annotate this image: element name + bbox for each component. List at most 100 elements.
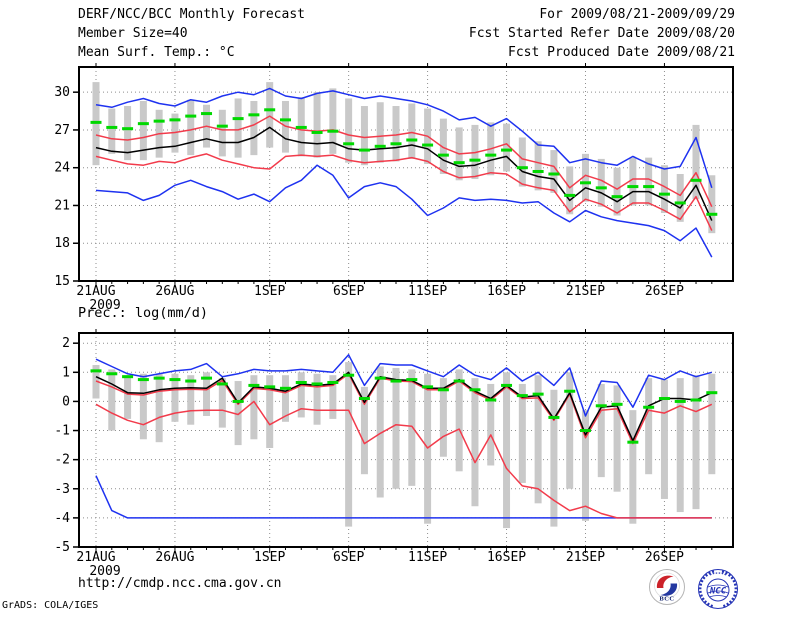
member-spread-bar xyxy=(124,106,132,161)
ensemble-median-dash xyxy=(153,376,165,380)
member-spread-bar xyxy=(234,381,242,446)
x-tick-label: 16SEP xyxy=(487,550,526,565)
x-tick-label: 1SEP xyxy=(254,284,285,299)
ensemble-median-dash xyxy=(311,130,323,134)
ensemble-median-dash xyxy=(185,379,197,383)
ensemble-median-dash xyxy=(201,112,213,116)
member-spread-bar xyxy=(676,174,684,222)
y-tick-label: 27 xyxy=(54,123,70,138)
top-panel-title: Mean Surf. Temp.: °C xyxy=(78,45,235,60)
member-spread-bar xyxy=(518,383,526,483)
x-tick-label: 21SEP xyxy=(566,550,605,565)
member-spread-bar xyxy=(187,99,195,156)
member-spread-bar xyxy=(645,378,653,475)
member-spread-bar xyxy=(534,141,542,191)
member-spread-bar xyxy=(218,378,226,428)
y-tick-label: 21 xyxy=(54,198,70,213)
member-spread-bar xyxy=(692,375,700,510)
ensemble-median-dash xyxy=(485,153,497,157)
bottom-panel-title: Prec.: log(mm/d) xyxy=(78,305,209,321)
upper-spread-line xyxy=(95,373,713,445)
member-spread-bar xyxy=(187,375,195,425)
ncc-wreath-right xyxy=(721,570,737,608)
lower-spread-line xyxy=(95,400,712,519)
ensemble-median-dash xyxy=(406,138,418,142)
ensemble-median-dash xyxy=(264,385,276,389)
x-tick-label: 26SEP xyxy=(645,550,684,565)
bcc-blue-swoosh-icon xyxy=(660,583,678,596)
ensemble-median-dash xyxy=(311,382,323,386)
y-tick-label: -4 xyxy=(54,511,70,526)
ensemble-median-dash xyxy=(327,129,339,133)
ensemble-median-dash xyxy=(122,127,134,131)
ensemble-max-line xyxy=(95,87,713,189)
ensemble-median-dash xyxy=(153,119,165,123)
ensemble-median-dash xyxy=(358,397,370,401)
ensemble-median-dash xyxy=(611,402,623,406)
ensemble-median-dash xyxy=(343,373,355,377)
member-spread-bar xyxy=(250,375,258,440)
ensemble-median-dash xyxy=(627,440,639,444)
x-tick-label: 21SEP xyxy=(566,284,605,299)
y-tick-label: 1 xyxy=(62,365,70,380)
ncc-globe-icon xyxy=(706,578,730,602)
member-spread-bar xyxy=(408,103,416,159)
ncc-logo: NCC xyxy=(698,569,738,609)
member-spread-bar xyxy=(124,375,132,419)
ncc-logo-text: NCC xyxy=(709,587,727,597)
member-spread-bar xyxy=(139,373,147,440)
ensemble-median-dash xyxy=(658,397,670,401)
member-spread-bar xyxy=(408,369,416,486)
member-size-label: Member Size=40 xyxy=(78,26,188,41)
member-spread-bar xyxy=(345,362,353,527)
grads-credit: GrADS: COLA/IGES xyxy=(2,600,99,611)
x-tick-label: 1SEP xyxy=(254,550,285,565)
member-spread-bar xyxy=(266,82,274,148)
refer-date-label: Fcst Started Refer Date 2009/08/20 xyxy=(468,26,735,41)
bcc-red-swoosh-icon xyxy=(656,575,674,588)
y-tick-label: -5 xyxy=(54,540,70,555)
ensemble-median-dash xyxy=(485,398,497,402)
member-spread-bar xyxy=(708,175,716,234)
y-tick-label: 2 xyxy=(62,336,70,351)
y-tick-label: 0 xyxy=(62,394,70,409)
ensemble-median-dash xyxy=(279,118,291,122)
ensemble-median-dash xyxy=(579,181,591,185)
ensemble-mean-line xyxy=(95,371,713,442)
member-spread-bar xyxy=(471,378,479,507)
member-spread-bar xyxy=(313,92,321,158)
member-spread-bar xyxy=(660,379,668,499)
ensemble-median-dash xyxy=(422,385,434,389)
ensemble-median-dash xyxy=(690,178,702,182)
member-spread-bar xyxy=(108,369,116,431)
y-tick-label: 18 xyxy=(54,236,70,251)
ensemble-median-dash xyxy=(232,399,244,403)
ensemble-median-dash xyxy=(564,389,576,393)
ensemble-median-dash xyxy=(264,108,276,112)
x-axis-year-label: 2009 xyxy=(89,298,120,313)
ensemble-median-dash xyxy=(643,405,655,409)
member-spread-bar xyxy=(550,150,558,193)
ensemble-max-line xyxy=(95,354,713,417)
ensemble-median-dash xyxy=(453,161,465,165)
member-spread-bar xyxy=(660,165,668,214)
ensemble-median-dash xyxy=(169,378,181,382)
member-spread-bar xyxy=(139,100,147,161)
ensemble-mean-line xyxy=(95,126,713,221)
ensemble-median-dash xyxy=(564,193,576,197)
ensemble-median-dash xyxy=(106,372,118,376)
member-spread-bar xyxy=(203,372,211,416)
member-spread-bar xyxy=(629,157,637,206)
member-spread-bar xyxy=(313,373,321,425)
ensemble-median-dash xyxy=(390,379,402,383)
ensemble-median-dash xyxy=(327,380,339,384)
temperature-panel: 21AUG 26AUG 1SEP 6SEP 11SEP 16SEP 21SEP 26SEP 20… xyxy=(54,63,734,313)
ensemble-median-dash xyxy=(137,378,149,382)
ensemble-median-dash xyxy=(437,388,449,392)
member-spread-bar xyxy=(392,106,400,162)
ensemble-median-dash xyxy=(90,369,102,373)
ensemble-median-dash xyxy=(216,382,228,386)
ensemble-median-dash xyxy=(406,378,418,382)
